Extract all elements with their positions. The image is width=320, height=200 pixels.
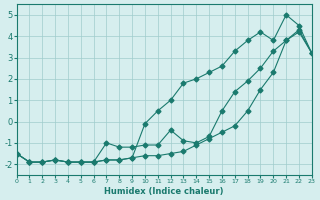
X-axis label: Humidex (Indice chaleur): Humidex (Indice chaleur): [104, 187, 224, 196]
